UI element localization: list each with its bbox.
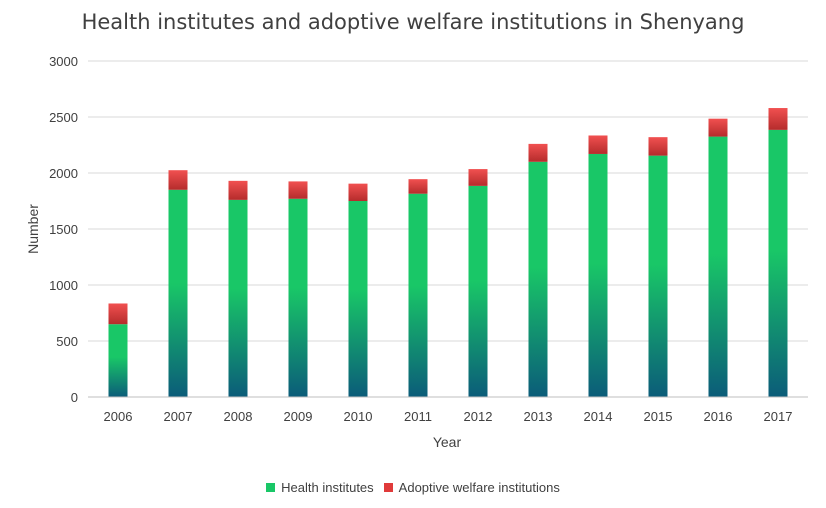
legend-item-health: Health institutes (266, 480, 374, 495)
y-tick-label: 500 (56, 334, 78, 349)
bar-adoptive-welfare-2014 (588, 135, 608, 154)
bar-adoptive-welfare-2012 (468, 169, 488, 186)
x-tick-label: 2013 (524, 409, 553, 424)
x-tick-label: 2010 (344, 409, 373, 424)
legend-item-adoptive: Adoptive welfare institutions (383, 480, 560, 495)
bar-adoptive-welfare-2010 (348, 183, 368, 201)
legend-swatch-health (266, 483, 276, 492)
y-axis-label: Number (25, 204, 41, 254)
bar-adoptive-welfare-2017 (768, 108, 788, 130)
legend: Health institutes Adoptive welfare insti… (0, 480, 826, 495)
bar-health-institutes-2016 (708, 136, 728, 397)
bar-adoptive-welfare-2015 (648, 137, 668, 156)
x-tick-label: 2012 (464, 409, 493, 424)
bar-health-institutes-2009 (288, 198, 308, 397)
x-tick-label: 2008 (224, 409, 253, 424)
x-axis-label: Year (433, 434, 462, 450)
x-tick-label: 2011 (404, 409, 432, 424)
x-tick-label: 2015 (644, 409, 673, 424)
x-tick-label: 2007 (164, 409, 193, 424)
legend-label-adoptive: Adoptive welfare institutions (398, 480, 560, 495)
y-tick-label: 1000 (49, 278, 78, 293)
bar-adoptive-welfare-2009 (288, 181, 308, 199)
x-tick-label: 2017 (764, 409, 793, 424)
bar-health-institutes-2012 (468, 185, 488, 397)
bar-health-institutes-2008 (228, 199, 248, 397)
bar-health-institutes-2006 (108, 324, 128, 397)
bar-health-institutes-2017 (768, 129, 788, 397)
y-tick-label: 2500 (49, 110, 78, 125)
bar-adoptive-welfare-2013 (528, 143, 548, 162)
y-tick-label: 2000 (49, 166, 78, 181)
y-tick-label: 3000 (49, 54, 78, 69)
y-tick-label: 1500 (49, 222, 78, 237)
bar-health-institutes-2015 (648, 155, 668, 397)
bar-adoptive-welfare-2007 (168, 170, 188, 190)
x-tick-label: 2014 (584, 409, 613, 424)
bar-adoptive-welfare-2006 (108, 303, 128, 325)
bar-adoptive-welfare-2008 (228, 180, 248, 200)
y-tick-label: 0 (71, 390, 78, 405)
chart-title: Health institutes and adoptive welfare i… (81, 10, 745, 34)
bar-health-institutes-2010 (348, 201, 368, 397)
legend-label-health: Health institutes (281, 480, 374, 495)
bar-health-institutes-2007 (168, 189, 188, 397)
x-tick-label: 2006 (104, 409, 133, 424)
x-tick-label: 2016 (704, 409, 733, 424)
bar-health-institutes-2014 (588, 153, 608, 397)
bar-health-institutes-2013 (528, 161, 548, 397)
bar-adoptive-welfare-2016 (708, 118, 728, 137)
bar-health-institutes-2011 (408, 193, 428, 397)
x-tick-label: 2009 (284, 409, 313, 424)
bar-adoptive-welfare-2011 (408, 179, 428, 194)
legend-swatch-adoptive (383, 483, 393, 492)
